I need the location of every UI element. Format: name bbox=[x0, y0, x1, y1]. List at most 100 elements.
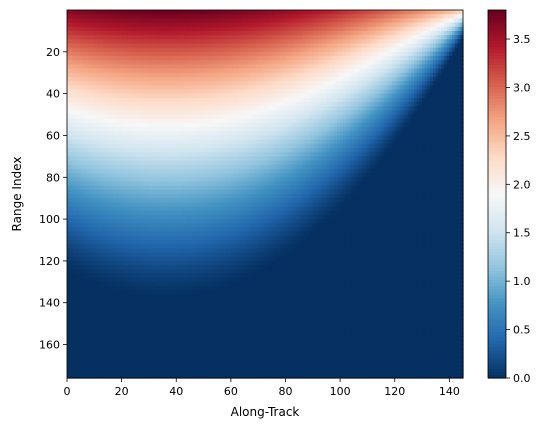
heatmap-cell bbox=[121, 110, 125, 116]
heatmap-cell bbox=[107, 240, 112, 245]
heatmap-cell bbox=[138, 290, 142, 295]
heatmap-cell bbox=[146, 189, 150, 195]
heatmap-cell bbox=[148, 214, 153, 220]
heatmap-cell bbox=[132, 189, 136, 195]
heatmap-cell bbox=[69, 102, 74, 107]
heatmap-cell bbox=[214, 189, 218, 195]
heatmap-cell bbox=[203, 185, 207, 191]
heatmap-cell bbox=[91, 202, 95, 208]
heatmap-cell bbox=[184, 102, 188, 107]
heatmap-cell bbox=[113, 357, 117, 362]
heatmap-cell bbox=[173, 336, 177, 341]
heatmap-cell bbox=[75, 81, 79, 86]
heatmap-cell bbox=[143, 269, 147, 275]
heatmap-cell bbox=[113, 85, 117, 91]
heatmap-cell bbox=[110, 223, 115, 229]
heatmap-cell bbox=[148, 143, 153, 149]
heatmap-cell bbox=[143, 336, 147, 341]
heatmap-cell bbox=[124, 164, 128, 170]
heatmap-cell bbox=[154, 173, 158, 178]
heatmap-cell bbox=[219, 56, 224, 61]
heatmap-cell bbox=[77, 311, 82, 316]
heatmap-cell bbox=[138, 168, 142, 174]
heatmap-cell bbox=[91, 323, 95, 329]
heatmap-cell bbox=[211, 185, 216, 191]
heatmap-cell bbox=[203, 294, 207, 300]
heatmap-cell bbox=[118, 10, 123, 15]
heatmap-cell bbox=[83, 298, 87, 304]
heatmap-cell bbox=[91, 269, 95, 275]
heatmap-cell bbox=[99, 348, 104, 354]
heatmap-cell bbox=[214, 51, 218, 57]
heatmap-cell bbox=[94, 240, 98, 245]
heatmap-cell bbox=[113, 106, 117, 111]
heatmap-cell bbox=[170, 352, 175, 358]
heatmap-cell bbox=[107, 152, 112, 157]
heatmap-cell bbox=[181, 148, 186, 153]
heatmap-cell bbox=[176, 244, 180, 249]
heatmap-cell bbox=[80, 311, 84, 316]
heatmap-cell bbox=[181, 206, 186, 212]
heatmap-cell bbox=[178, 273, 183, 279]
heatmap-cell bbox=[148, 202, 153, 208]
heatmap-cell bbox=[178, 357, 183, 362]
heatmap-cell bbox=[72, 336, 76, 341]
heatmap-cell bbox=[192, 185, 196, 191]
heatmap-cell bbox=[140, 340, 145, 346]
heatmap-cell bbox=[99, 139, 104, 145]
heatmap-cell bbox=[83, 81, 87, 86]
heatmap-cell bbox=[178, 223, 183, 229]
heatmap-cell bbox=[148, 14, 153, 19]
heatmap-cell bbox=[217, 122, 221, 128]
heatmap-cell bbox=[86, 352, 90, 358]
heatmap-cell bbox=[77, 198, 82, 203]
heatmap-cell bbox=[157, 294, 161, 300]
heatmap-cell bbox=[86, 181, 90, 187]
heatmap-cell bbox=[143, 302, 147, 308]
heatmap-cell bbox=[124, 265, 128, 270]
heatmap-cell bbox=[219, 102, 224, 107]
heatmap-cell bbox=[148, 361, 153, 367]
heatmap-cell bbox=[178, 156, 183, 162]
heatmap-cell bbox=[107, 85, 112, 91]
heatmap-cell bbox=[110, 93, 115, 99]
heatmap-cell bbox=[116, 256, 120, 262]
heatmap-cell bbox=[195, 361, 199, 367]
heatmap-cell bbox=[151, 68, 155, 74]
heatmap-cell bbox=[184, 160, 188, 166]
heatmap-cell bbox=[83, 118, 87, 124]
heatmap-cell bbox=[99, 64, 104, 70]
heatmap-cell bbox=[86, 97, 90, 103]
heatmap-cell bbox=[146, 160, 150, 166]
heatmap-cell bbox=[72, 97, 76, 103]
heatmap-cell bbox=[211, 294, 216, 300]
heatmap-cell bbox=[195, 219, 199, 224]
heatmap-cell bbox=[121, 64, 125, 70]
heatmap-cell bbox=[168, 152, 172, 157]
heatmap-cell bbox=[195, 244, 199, 249]
heatmap-cell bbox=[99, 97, 104, 103]
heatmap-cell bbox=[67, 122, 71, 128]
heatmap-cell bbox=[200, 143, 205, 149]
heatmap-cell bbox=[91, 10, 95, 15]
heatmap-cell bbox=[219, 93, 224, 99]
heatmap-cell bbox=[102, 198, 106, 203]
heatmap-cell bbox=[157, 81, 161, 86]
heatmap-cell bbox=[138, 357, 142, 362]
heatmap-cell bbox=[214, 97, 218, 103]
heatmap-cell bbox=[94, 340, 98, 346]
heatmap-cell bbox=[170, 223, 175, 229]
heatmap-cell bbox=[132, 315, 136, 321]
heatmap-cell bbox=[192, 168, 196, 174]
heatmap-cell bbox=[178, 189, 183, 195]
heatmap-cell bbox=[86, 43, 90, 49]
heatmap-cell bbox=[77, 160, 82, 166]
heatmap-cell bbox=[211, 219, 216, 224]
heatmap-cell bbox=[110, 256, 115, 262]
heatmap-cell bbox=[170, 252, 175, 258]
heatmap-cell bbox=[176, 131, 180, 137]
heatmap-cell bbox=[200, 110, 205, 116]
heatmap-cell bbox=[203, 323, 207, 329]
heatmap-cell bbox=[154, 10, 158, 15]
heatmap-cell bbox=[162, 210, 166, 216]
